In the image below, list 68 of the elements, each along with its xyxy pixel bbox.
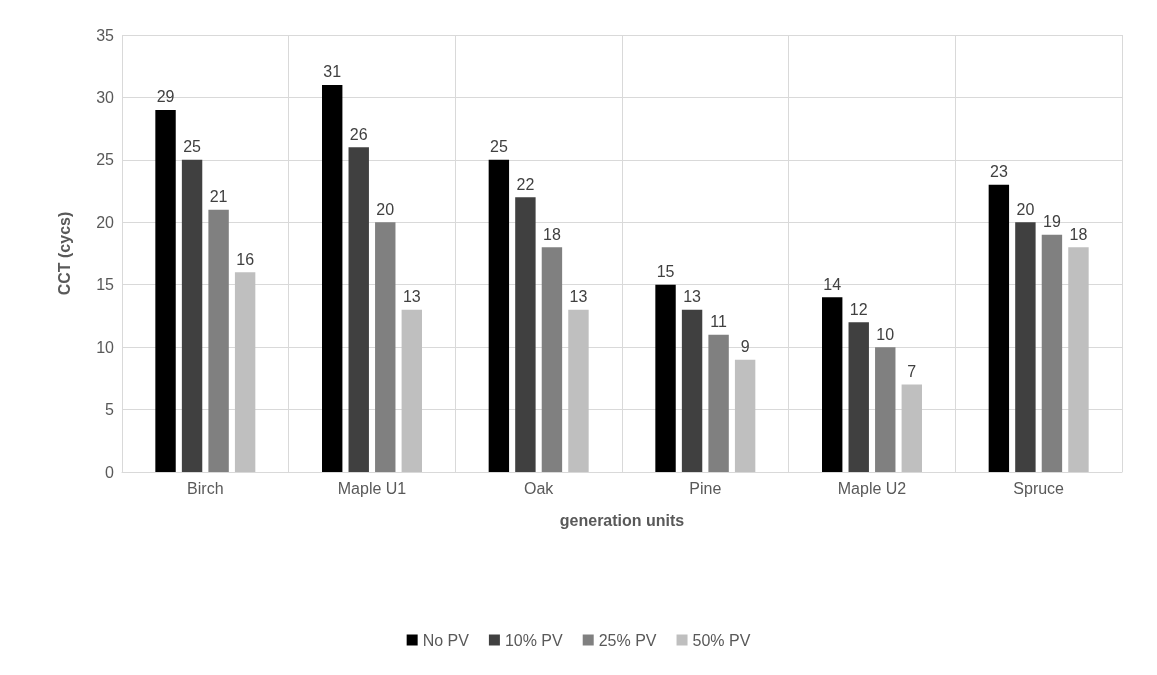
data-label: 13 <box>402 288 421 306</box>
data-label: 31 <box>323 63 342 81</box>
bar <box>1041 234 1063 472</box>
legend-label: 10% PV <box>504 631 564 649</box>
bar <box>488 159 510 472</box>
data-label: 16 <box>236 250 255 268</box>
y-tick-label: 30 <box>96 88 115 106</box>
data-label: 18 <box>1069 225 1088 243</box>
y-tick-label: 35 <box>96 26 115 44</box>
x-tick-label: Pine <box>689 479 722 497</box>
x-tick-label: Birch <box>187 479 224 497</box>
x-tick-label: Oak <box>523 479 555 497</box>
y-tick-label: 0 <box>105 463 115 481</box>
data-label: 13 <box>569 288 588 306</box>
bar <box>988 184 1010 472</box>
bar <box>734 359 756 472</box>
data-label: 19 <box>1043 213 1061 231</box>
bar <box>208 209 229 472</box>
data-label: 29 <box>156 88 175 106</box>
legend-label: 25% PV <box>598 631 657 649</box>
bar <box>1068 247 1089 472</box>
data-label: 23 <box>989 163 1008 181</box>
x-tick-label: Maple U2 <box>837 479 907 497</box>
bar <box>155 109 176 472</box>
bar <box>181 159 203 472</box>
data-label: 11 <box>710 313 727 331</box>
bar <box>515 197 536 472</box>
bar <box>401 309 422 472</box>
data-label: 14 <box>823 275 842 293</box>
data-label: 25 <box>183 138 202 156</box>
bar <box>375 222 396 472</box>
data-label: 25 <box>489 138 508 156</box>
data-label: 10 <box>876 325 895 343</box>
legend-label: 50% PV <box>692 631 751 649</box>
y-tick-label: 20 <box>96 213 115 231</box>
bar <box>348 147 369 472</box>
data-label: 22 <box>516 175 535 193</box>
y-axis-title: CCT (cycs) <box>55 211 73 296</box>
y-tick-label: 25 <box>96 151 115 169</box>
x-axis-title: generation units <box>559 511 685 529</box>
legend-label: No PV <box>422 631 470 649</box>
data-label: 13 <box>683 288 702 306</box>
data-label: 18 <box>543 225 561 243</box>
data-label: 20 <box>376 200 395 218</box>
data-label: 9 <box>740 338 750 356</box>
bar <box>322 84 343 472</box>
data-label: 12 <box>849 300 868 318</box>
y-tick-label: 5 <box>105 401 115 419</box>
bar <box>1015 222 1036 472</box>
x-tick-label: Maple U1 <box>337 479 407 497</box>
bar <box>708 334 729 472</box>
x-tick-label: Spruce <box>1013 479 1065 497</box>
data-label: 7 <box>907 363 917 381</box>
y-tick-label: 15 <box>96 276 115 294</box>
bar <box>901 384 922 472</box>
bar <box>234 272 256 472</box>
bar <box>875 347 896 472</box>
bar <box>568 309 589 472</box>
bar <box>541 247 563 472</box>
bar <box>822 297 843 472</box>
data-label: 26 <box>349 125 368 143</box>
data-label: 20 <box>1016 200 1035 218</box>
bar <box>681 309 703 472</box>
bar <box>655 284 676 472</box>
data-label: 21 <box>209 188 228 206</box>
bar <box>848 322 869 472</box>
y-tick-label: 10 <box>96 338 115 356</box>
data-label: 15 <box>656 263 675 281</box>
